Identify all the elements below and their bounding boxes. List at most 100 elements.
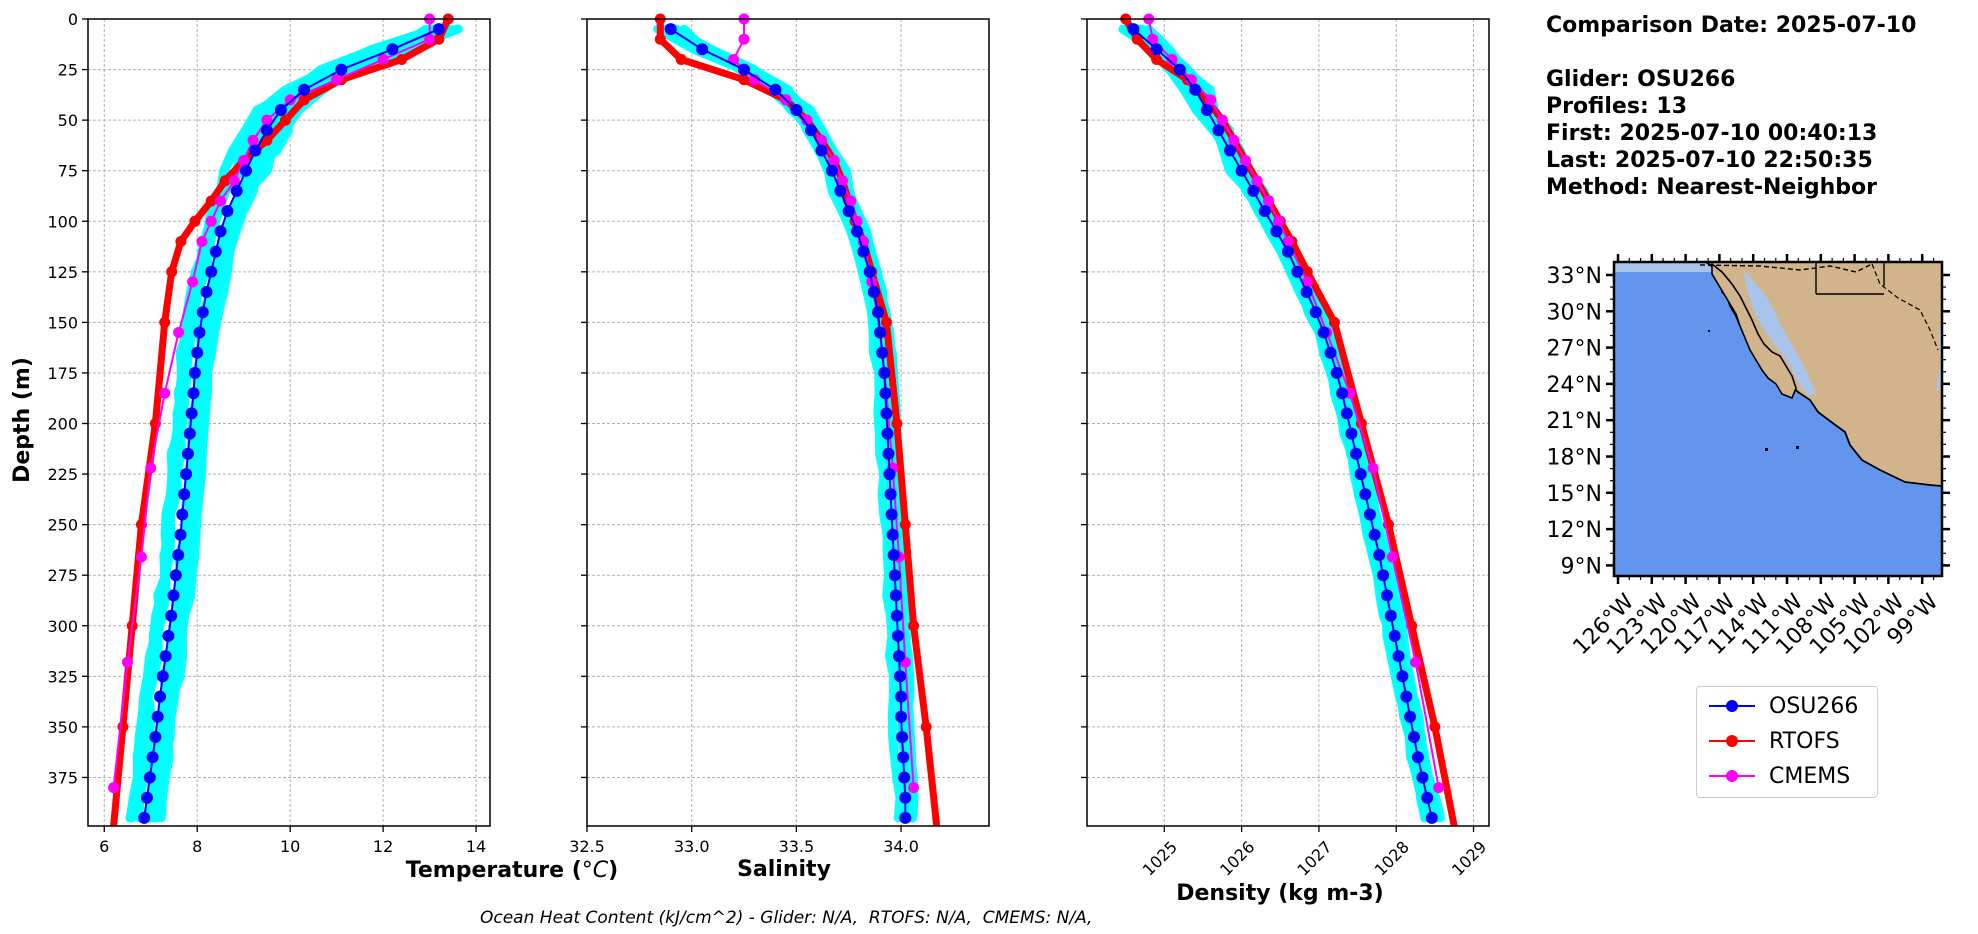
series-line-osu266 — [1132, 28, 1433, 819]
legend: OSU266 RTOFS CMEMS — [1696, 686, 1878, 798]
data-point-osu266 — [181, 447, 194, 460]
data-point-osu266 — [887, 549, 900, 561]
y-tick-label: 100 — [47, 212, 78, 231]
data-point-rtofs — [1151, 54, 1163, 65]
data-point-osu266 — [1408, 731, 1420, 743]
data-point-osu266 — [1373, 549, 1386, 561]
panel-salinity: 32.5 33.0 33.5 34.0 — [569, 13, 990, 856]
data-point-osu266 — [1396, 670, 1409, 683]
data-point-osu266 — [185, 407, 198, 420]
data-point-osu266 — [1377, 569, 1390, 582]
map-lat-label: 9°N — [1561, 554, 1602, 579]
data-point-osu266 — [842, 205, 855, 218]
data-point-osu266 — [151, 710, 164, 723]
map-state-border-2 — [1815, 262, 1885, 295]
data-point-osu266 — [893, 650, 905, 663]
data-point-osu266 — [180, 468, 193, 481]
data-point-cmems — [145, 462, 157, 474]
y-tick-label: 0 — [68, 10, 78, 29]
data-point-cmems — [261, 114, 273, 126]
data-point-rtofs — [738, 74, 750, 86]
data-point-cmems — [1301, 276, 1313, 288]
data-point-osu266 — [165, 609, 178, 622]
data-point-rtofs — [920, 721, 932, 733]
data-point-osu266 — [1336, 387, 1349, 400]
data-point-osu266 — [696, 43, 709, 56]
data-point-rtofs — [1328, 316, 1340, 328]
data-point-osu266 — [1173, 63, 1186, 76]
glider-profile-6 — [1132, 24, 1441, 823]
data-point-rtofs — [1131, 33, 1143, 45]
legend-label: OSU266 — [1769, 693, 1859, 719]
data-point-osu266 — [172, 549, 185, 561]
data-point-cmems — [205, 215, 217, 227]
data-point-cmems — [1410, 656, 1422, 668]
data-point-rtofs — [891, 418, 903, 429]
map-island — [1765, 448, 1768, 451]
data-point-cmems — [108, 782, 120, 794]
data-point-cmems — [377, 54, 389, 65]
data-point-osu266 — [895, 690, 908, 703]
data-point-osu266 — [867, 286, 880, 298]
data-point-osu266 — [1258, 205, 1271, 218]
data-point-rtofs — [280, 114, 291, 126]
data-point-osu266 — [1309, 306, 1322, 319]
x-tick-label: 10 — [280, 837, 300, 856]
data-point-osu266 — [1200, 104, 1213, 116]
data-point-osu266 — [146, 751, 159, 764]
data-point-osu266 — [815, 144, 828, 157]
data-point-cmems — [1205, 94, 1217, 106]
data-point-osu266 — [891, 629, 904, 642]
glider-name: Glider: OSU266 — [1546, 67, 1736, 92]
data-point-cmems — [159, 387, 171, 399]
legend-item-cmems: CMEMS — [1707, 761, 1850, 791]
x-tick-label: 1028 — [1371, 837, 1413, 879]
x-tick-label: 1025 — [1139, 837, 1181, 879]
y-tick-label: 325 — [47, 667, 78, 686]
data-point-rtofs — [396, 54, 408, 65]
map-lat-label: 33°N — [1547, 264, 1602, 289]
map-lat-label: 27°N — [1547, 337, 1602, 362]
ocean-heat-content-note: Ocean Heat Content (kJ/cm^2) - Glider: N… — [480, 908, 1093, 928]
data-point-osu266 — [1324, 346, 1337, 359]
profile-count: Profiles: 13 — [1546, 94, 1688, 119]
depth-axis-label: Depth (m) — [10, 357, 35, 483]
y-tick-label: 125 — [47, 263, 78, 282]
data-point-osu266 — [1350, 447, 1362, 460]
data-point-rtofs — [219, 175, 231, 187]
data-point-osu266 — [889, 589, 902, 602]
data-point-osu266 — [890, 609, 903, 622]
data-point-osu266 — [176, 508, 189, 521]
data-point-osu266 — [188, 366, 201, 379]
data-point-osu266 — [178, 488, 191, 501]
data-point-osu266 — [885, 508, 898, 521]
data-point-osu266 — [1416, 771, 1429, 784]
data-point-osu266 — [274, 104, 287, 116]
data-point-osu266 — [1189, 83, 1202, 96]
data-point-cmems — [1433, 782, 1445, 794]
data-point-cmems — [238, 155, 250, 167]
data-point-osu266 — [834, 184, 847, 197]
data-point-cmems — [228, 175, 240, 187]
x-tick-label: 1029 — [1448, 837, 1490, 879]
glider-profile-9 — [661, 24, 912, 823]
last-profile-time: Last: 2025-07-10 22:50:35 — [1546, 148, 1873, 173]
y-tick-label: 375 — [47, 768, 78, 787]
map-state-border — [1871, 263, 1939, 351]
x-tick-label: 32.5 — [569, 837, 605, 856]
salinity-axis-label: Salinity — [737, 857, 831, 882]
data-point-osu266 — [230, 184, 243, 197]
x-tick-label: 1027 — [1293, 837, 1335, 879]
y-tick-label: 275 — [47, 566, 78, 585]
data-point-rtofs — [675, 54, 687, 65]
data-point-cmems — [187, 276, 199, 288]
data-point-osu266 — [1411, 751, 1424, 764]
data-point-osu266 — [298, 83, 311, 96]
data-point-osu266 — [879, 387, 892, 400]
data-point-rtofs — [298, 94, 310, 106]
x-tick-label: 1026 — [1216, 837, 1258, 879]
temperature-axis-label: Temperature (°C) — [406, 858, 618, 883]
data-point-osu266 — [167, 589, 180, 602]
map-lat-label: 12°N — [1547, 518, 1602, 543]
legend-label: CMEMS — [1769, 763, 1851, 789]
